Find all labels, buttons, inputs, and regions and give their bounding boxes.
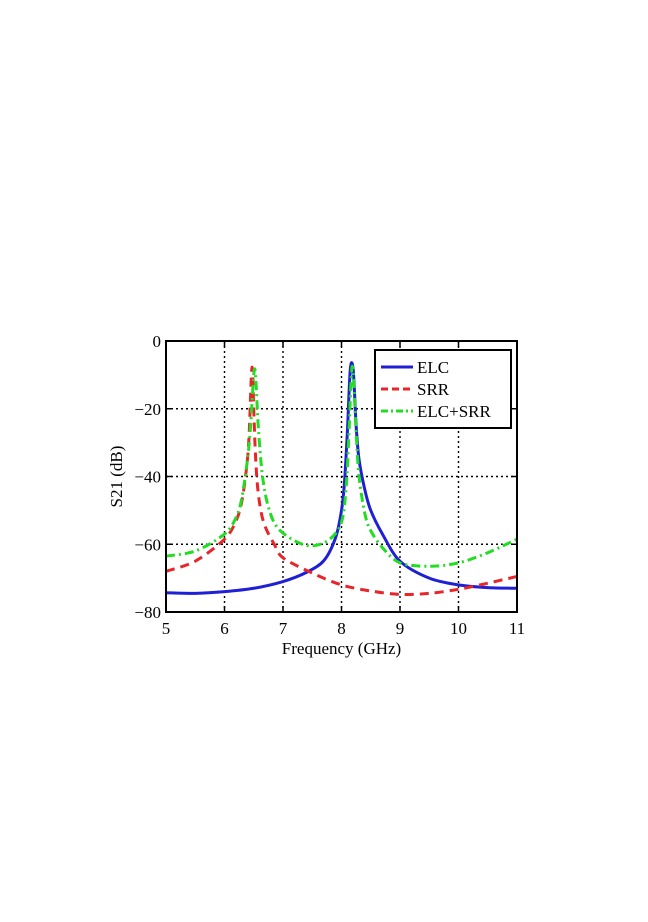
x-tick-label: 10 xyxy=(450,619,467,638)
x-tick-label: 8 xyxy=(337,619,346,638)
x-tick-label: 5 xyxy=(162,619,171,638)
series-line-elc-srr xyxy=(165,364,518,568)
y-axis-label: S21 (dB) xyxy=(107,446,126,508)
legend-label: ELC+SRR xyxy=(417,402,491,421)
x-tick-label: 7 xyxy=(279,619,288,638)
axis-ticks: 5 6 7 8 9 10 11 0 −20 −40 −60 −80 xyxy=(134,332,525,638)
legend: ELC SRR ELC+SRR xyxy=(374,349,512,429)
x-tick-label: 9 xyxy=(396,619,405,638)
legend-label: ELC xyxy=(417,358,449,377)
series-line-srr xyxy=(165,365,518,596)
x-tick-label: 6 xyxy=(220,619,229,638)
y-tick-label: −60 xyxy=(134,535,161,554)
y-tick-label: −80 xyxy=(134,603,161,622)
y-tick-label: −40 xyxy=(134,468,161,487)
series-lines xyxy=(165,361,518,596)
y-tick-label: −20 xyxy=(134,400,161,419)
x-axis-label: Frequency (GHz) xyxy=(282,639,401,658)
y-tick-label: 0 xyxy=(153,332,162,351)
x-tick-label: 11 xyxy=(509,619,525,638)
legend-label: SRR xyxy=(417,380,450,399)
